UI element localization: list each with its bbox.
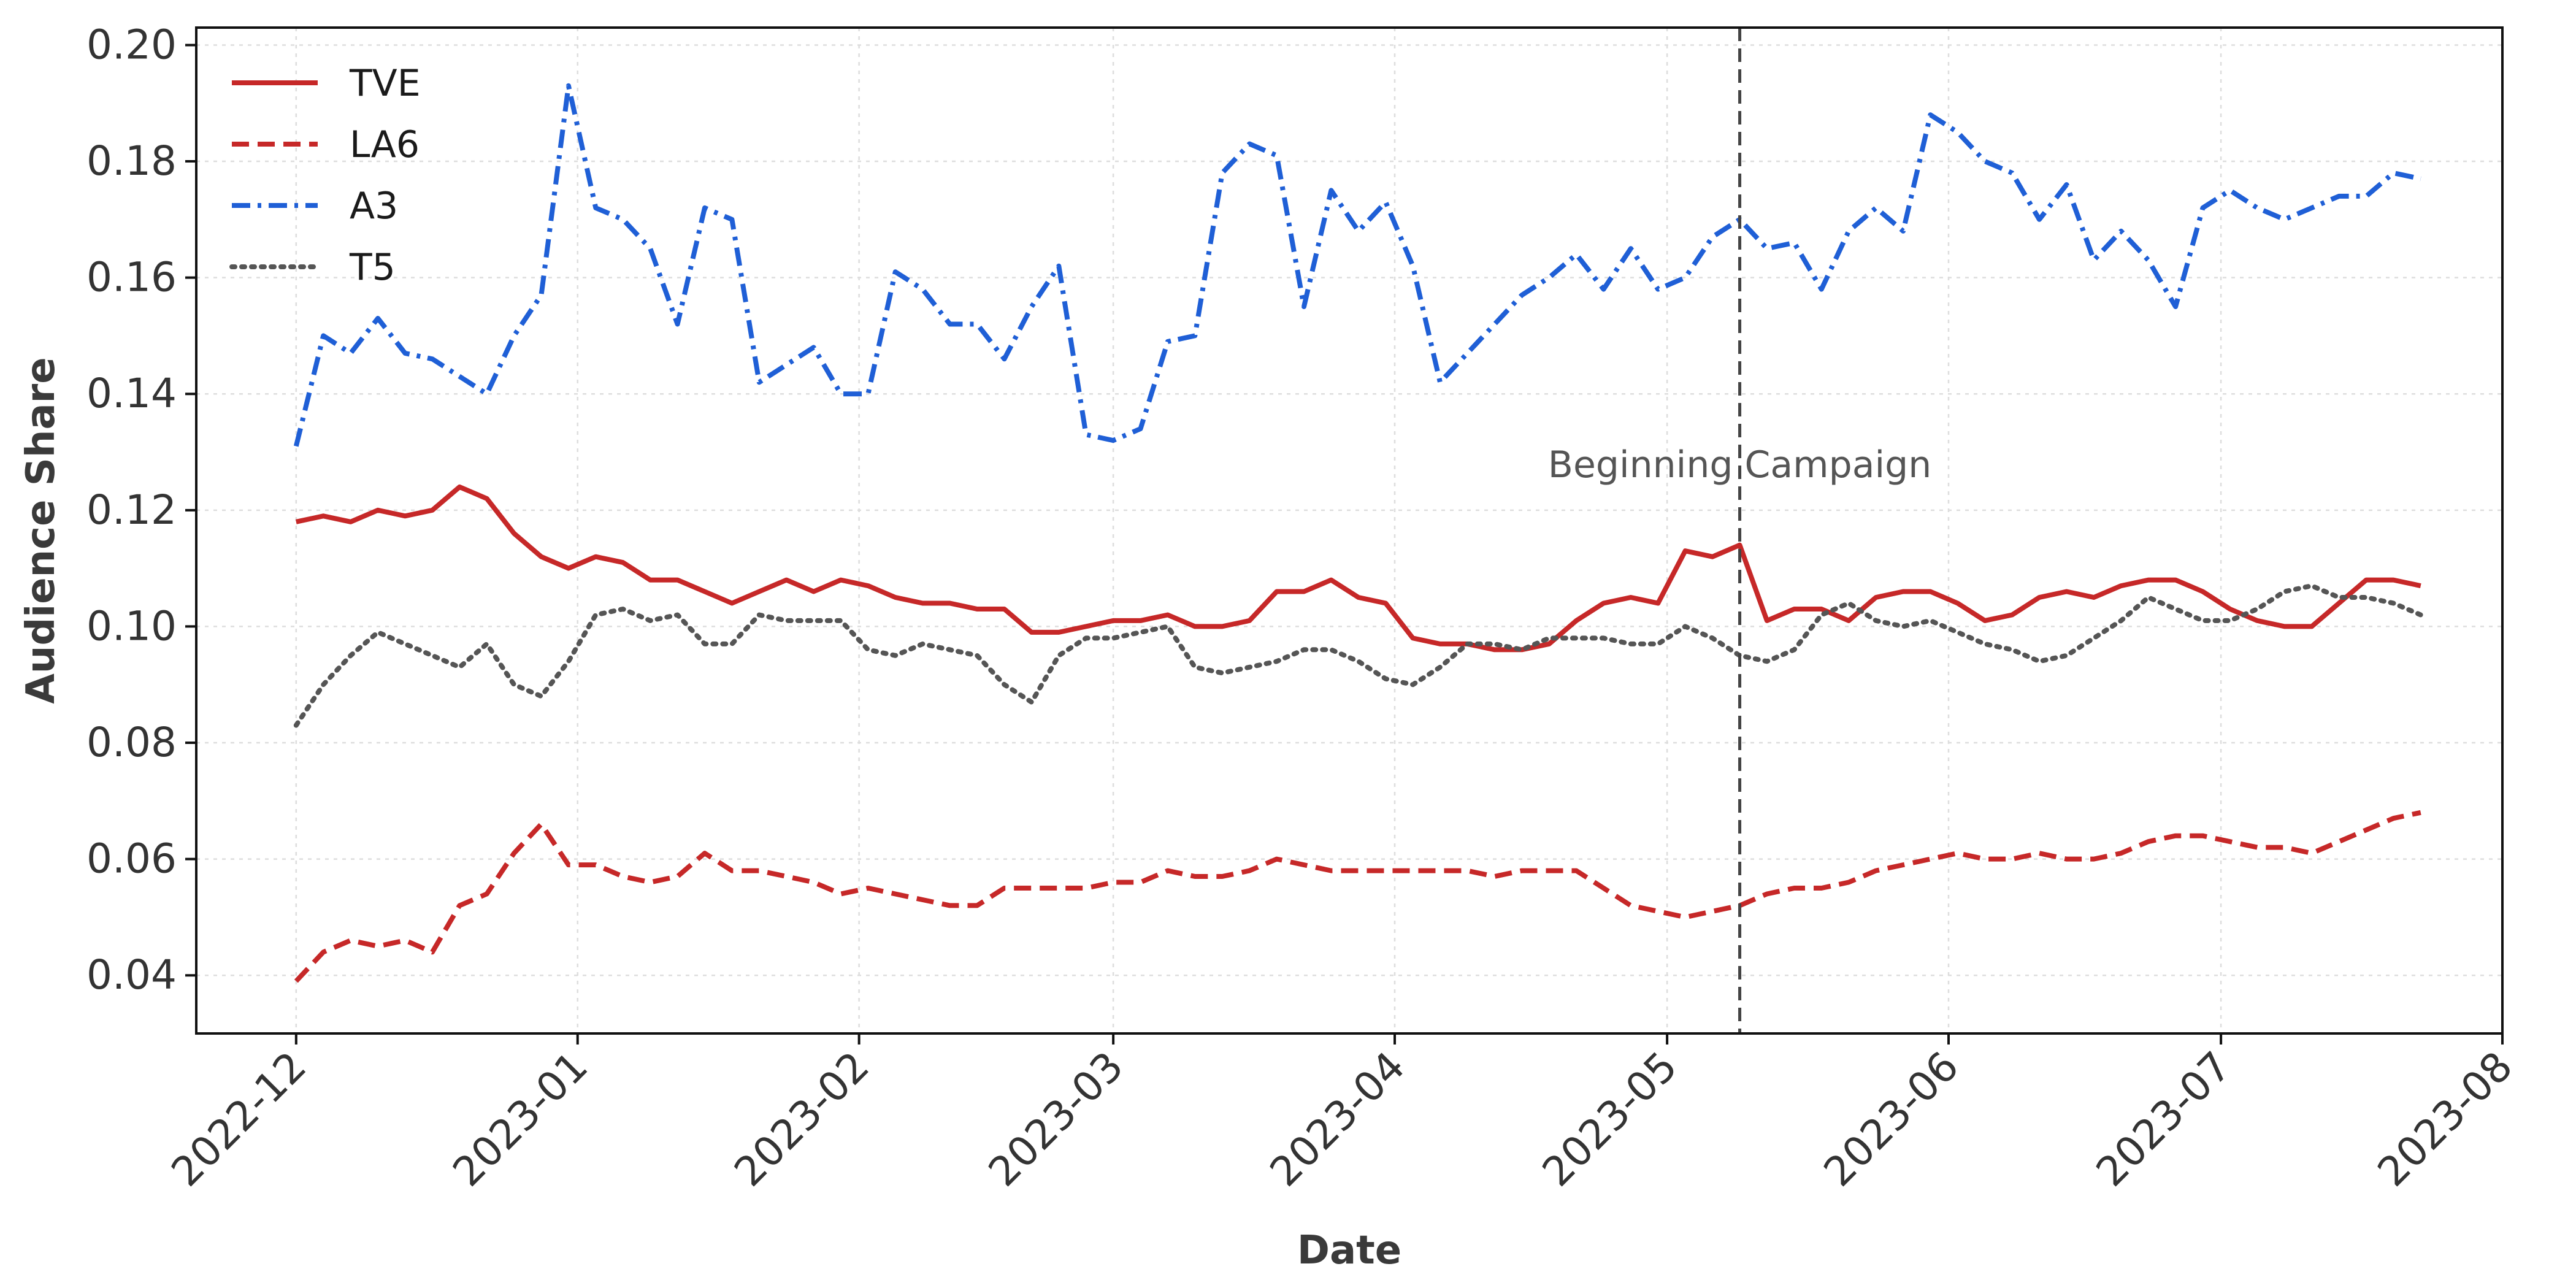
- legend-label-a3: A3: [350, 185, 398, 228]
- y-axis-title: Audience Share: [18, 357, 64, 703]
- series-line-tve: [295, 484, 2421, 653]
- x-tick-label: 2022-12: [163, 1043, 315, 1195]
- plot-frame: [195, 26, 2504, 1035]
- x-tick-label: 2023-06: [1815, 1043, 1968, 1195]
- campaign-annotation: Beginning Campaign: [1548, 443, 1932, 486]
- y-tick-label: 0.12: [86, 486, 177, 534]
- y-tick-label: 0.10: [86, 602, 177, 650]
- y-tick-label: 0.20: [86, 21, 177, 68]
- x-tick-label: 2023-07: [2087, 1043, 2240, 1195]
- y-tick-label: 0.06: [86, 835, 177, 883]
- series-line-a3: [293, 83, 2421, 447]
- y-axis: 0.04 0.06 0.08 0.10 0.12 0.14 0.16 0.18 0.20: [86, 21, 196, 999]
- legend-label-la6: LA6: [350, 123, 420, 166]
- y-tick-label: 0.04: [86, 951, 177, 999]
- x-tick-label: 2023-03: [979, 1043, 1132, 1195]
- y-tick-label: 0.08: [86, 719, 177, 766]
- series-layer: [293, 83, 2423, 983]
- series-line-la6: [294, 810, 2421, 983]
- legend-label-tve: TVE: [349, 62, 421, 105]
- legend: TVE LA6 A3 T5: [229, 62, 421, 289]
- x-tick-label: 2023-05: [1533, 1043, 1686, 1195]
- legend-label-t5: T5: [349, 246, 396, 289]
- x-axis-title: Date: [1297, 1228, 1401, 1273]
- y-tick-label: 0.14: [86, 370, 177, 417]
- x-tick-label: 2023-08: [2369, 1043, 2521, 1195]
- x-tick-label: 2023-02: [726, 1043, 878, 1195]
- x-axis: 2022-12 2023-01 2023-02 2023-03 2023-04 2023-…: [163, 1033, 2521, 1195]
- y-tick-label: 0.16: [86, 254, 177, 301]
- series-line-t5: [293, 583, 2423, 728]
- y-tick-label: 0.18: [86, 137, 177, 185]
- x-tick-label: 2023-01: [444, 1043, 597, 1195]
- x-tick-label: 2023-04: [1261, 1043, 1414, 1195]
- grid: [196, 28, 2504, 1033]
